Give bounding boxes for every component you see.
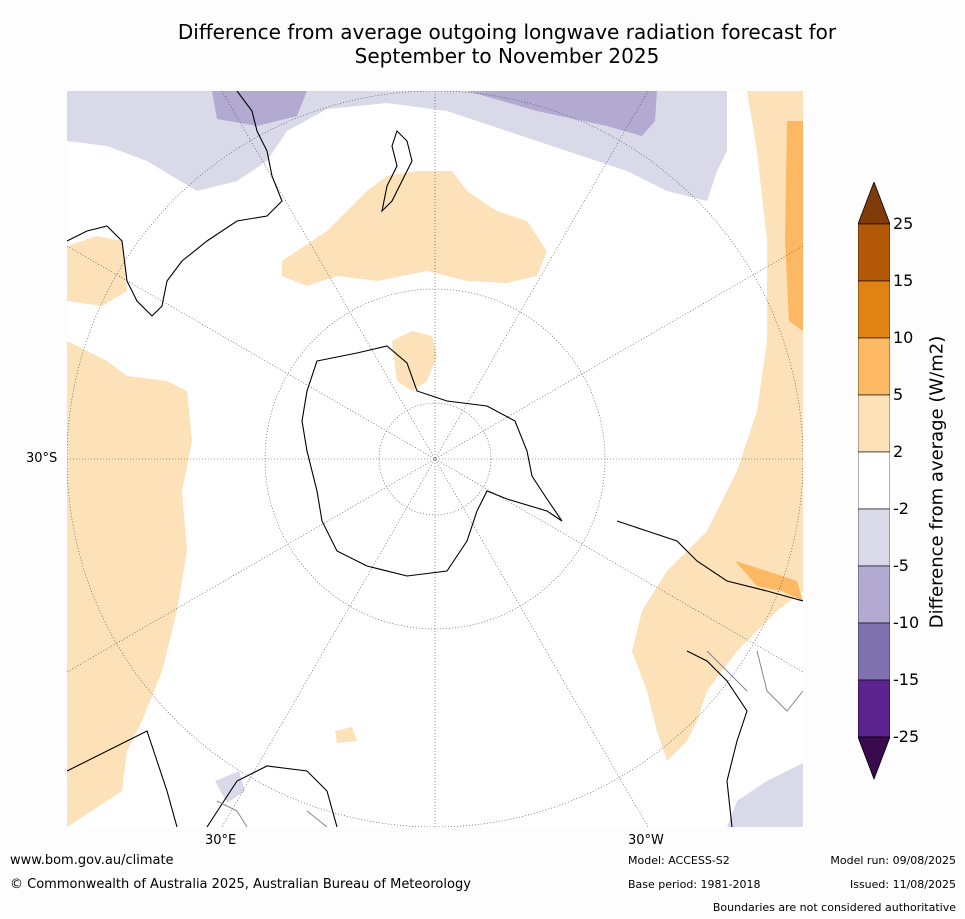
- colorbar-label: Difference from average (W/m2): [926, 335, 948, 629]
- colorbar-tick-label: 25: [893, 214, 914, 233]
- anomaly-pos-bottom-left-spot: [335, 727, 357, 743]
- colorbar-band: [857, 280, 891, 339]
- colorbar-tick-label: -10: [893, 613, 920, 632]
- anomaly-pos-right-band: [632, 91, 803, 761]
- colorbar-tick-label: -5: [893, 556, 909, 575]
- colorbar-extend-max: [857, 180, 891, 225]
- country-boundaries: [216, 650, 803, 827]
- footer-base-period: Base period: 1981-2018: [628, 878, 761, 891]
- title-line-1: Difference from average outgoing longwav…: [177, 20, 837, 44]
- colorbar-tick-label: 2: [893, 442, 904, 461]
- anomaly-pos-antarctic-peninsula: [392, 331, 437, 391]
- lat-label-30s: 30°S: [26, 451, 58, 466]
- anomaly-pos-new-zealand-band: [282, 171, 547, 286]
- anomaly-neg-bottom-right: [727, 763, 803, 827]
- footer-url[interactable]: www.bom.gov.au/climate: [10, 853, 174, 868]
- footer-model: Model: ACCESS-S2: [628, 854, 730, 867]
- colorbar-svg: [857, 180, 891, 781]
- chart-title: Difference from average outgoing longwav…: [67, 20, 947, 68]
- antarctica-coast: [301, 345, 563, 577]
- anomaly-pos-right-strong: [785, 121, 803, 331]
- anomaly-pos-left-top: [67, 236, 127, 306]
- colorbar-band: [857, 622, 891, 681]
- footer-issued: Issued: 11/08/2025: [849, 878, 956, 891]
- footer-copyright: © Commonwealth of Australia 2025, Austra…: [10, 877, 471, 892]
- polar-map: [67, 91, 803, 827]
- colorbar-band: [857, 394, 891, 453]
- colorbar-band: [857, 223, 891, 282]
- colorbar-band: [857, 451, 891, 510]
- coastlines: [67, 91, 803, 827]
- title-line-2: September to November 2025: [354, 44, 660, 68]
- lon-label-30e: 30°E: [205, 833, 237, 848]
- colorbar-band: [857, 565, 891, 624]
- footer-disclaimer: Boundaries are not considered authoritat…: [712, 901, 956, 914]
- anomaly-neg-bottom-left: [215, 771, 245, 803]
- lon-label-30w: 30°W: [628, 833, 664, 848]
- colorbar-extend-min: [857, 736, 891, 781]
- new-zealand-coast: [381, 129, 413, 213]
- anomaly-neg-top-dark: [212, 91, 307, 126]
- australia-coast: [67, 91, 283, 317]
- footer-model-run: Model run: 09/08/2025: [830, 854, 956, 867]
- colorbar-tick-label: -2: [893, 499, 909, 518]
- colorbar-tick-label: -25: [893, 727, 920, 746]
- south-america-coast: [616, 520, 803, 827]
- anomaly-pos-south-america: [735, 561, 803, 601]
- colorbar: [857, 180, 891, 782]
- colorbar-tick-label: 10: [893, 328, 914, 347]
- africa-coast: [67, 730, 338, 827]
- colorbar-tick-label: 5: [893, 385, 904, 404]
- colorbar-band: [857, 337, 891, 396]
- colorbar-tick-label: -15: [893, 670, 920, 689]
- colorbar-tick-label: 15: [893, 271, 914, 290]
- colorbar-band: [857, 508, 891, 567]
- map-canvas: [67, 91, 803, 827]
- graticule: [67, 91, 803, 827]
- anomaly-pos-left-band: [67, 341, 192, 827]
- colorbar-band: [857, 679, 891, 738]
